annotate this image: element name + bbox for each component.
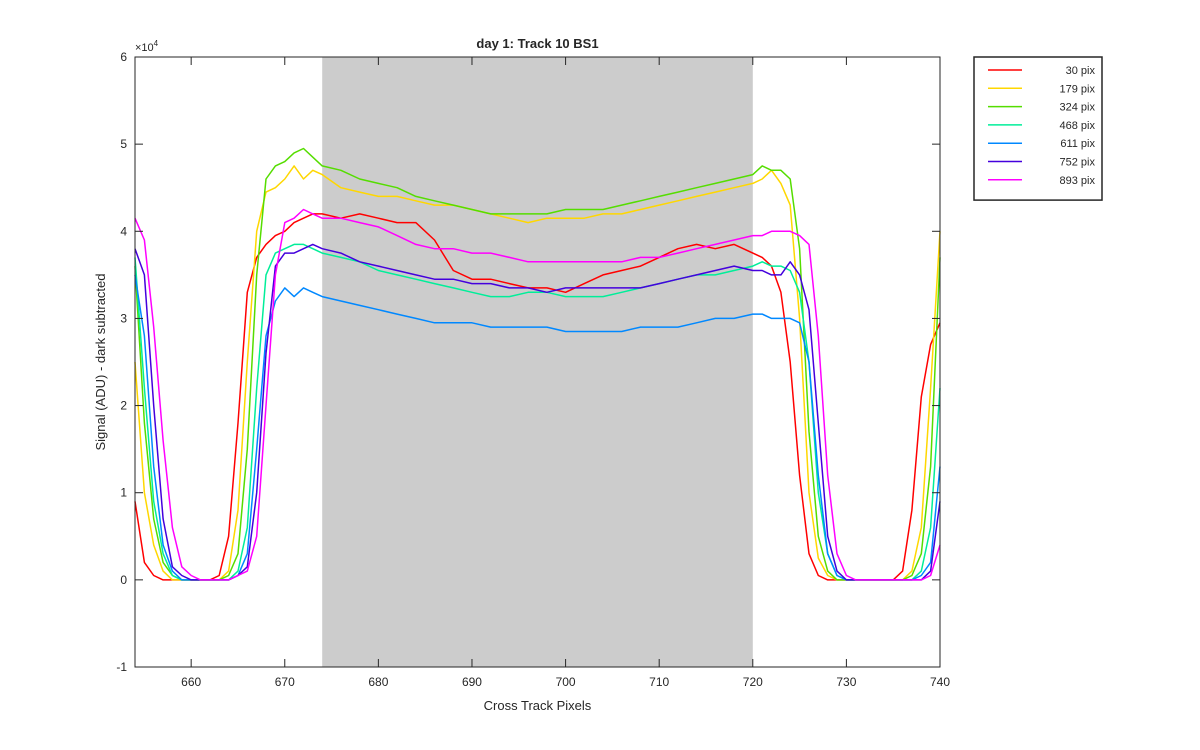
y-tick-label: 2 (120, 399, 127, 413)
x-tick-label: 680 (368, 675, 388, 689)
x-tick-label: 670 (275, 675, 295, 689)
series-group (134, 147, 941, 581)
y-tick-label: -1 (116, 660, 127, 674)
y-tick-label: 4 (120, 224, 127, 238)
x-tick-label: 660 (181, 675, 201, 689)
legend-label: 752 pix (1060, 157, 1096, 169)
y-exponent-label: ×104 (135, 39, 159, 54)
x-tick-label: 710 (649, 675, 669, 689)
chart-title: day 1: Track 10 BS1 (476, 36, 598, 51)
series-line-3 (134, 147, 941, 581)
x-axis-label: Cross Track Pixels (484, 698, 592, 713)
y-tick-label: 5 (120, 137, 127, 151)
y-axis-label: Signal (ADU) - dark subtracted (93, 273, 108, 450)
y-axis: -1 0 1 2 3 4 5 6 (116, 50, 940, 674)
x-tick-label: 740 (930, 675, 950, 689)
y-tick-label: 1 (120, 486, 127, 500)
x-tick-label: 690 (462, 675, 482, 689)
legend-label: 179 pix (1060, 83, 1096, 95)
x-tick-label: 700 (556, 675, 576, 689)
y-tick-label: 0 (120, 573, 127, 587)
legend-label: 30 pix (1066, 65, 1096, 77)
legend-label: 893 pix (1060, 175, 1096, 187)
shaded-region (322, 57, 753, 667)
y-tick-label: 6 (120, 50, 127, 64)
legend-label: 324 pix (1060, 102, 1096, 114)
y-tick-label: 3 (120, 311, 127, 325)
axes-frame (134, 56, 941, 668)
legend-label: 611 pix (1060, 138, 1095, 150)
legend-label: 468 pix (1060, 120, 1096, 132)
legend: 30 pix 179 pix 324 pix 468 pix 611 pix 752 pi… (973, 56, 1103, 201)
x-tick-label: 720 (743, 675, 763, 689)
legend-box (973, 56, 1103, 201)
series-line-7 (134, 208, 941, 581)
x-tick-label: 730 (836, 675, 856, 689)
x-axis: 660 670 680 690 700 710 720 730 740 (181, 57, 950, 689)
